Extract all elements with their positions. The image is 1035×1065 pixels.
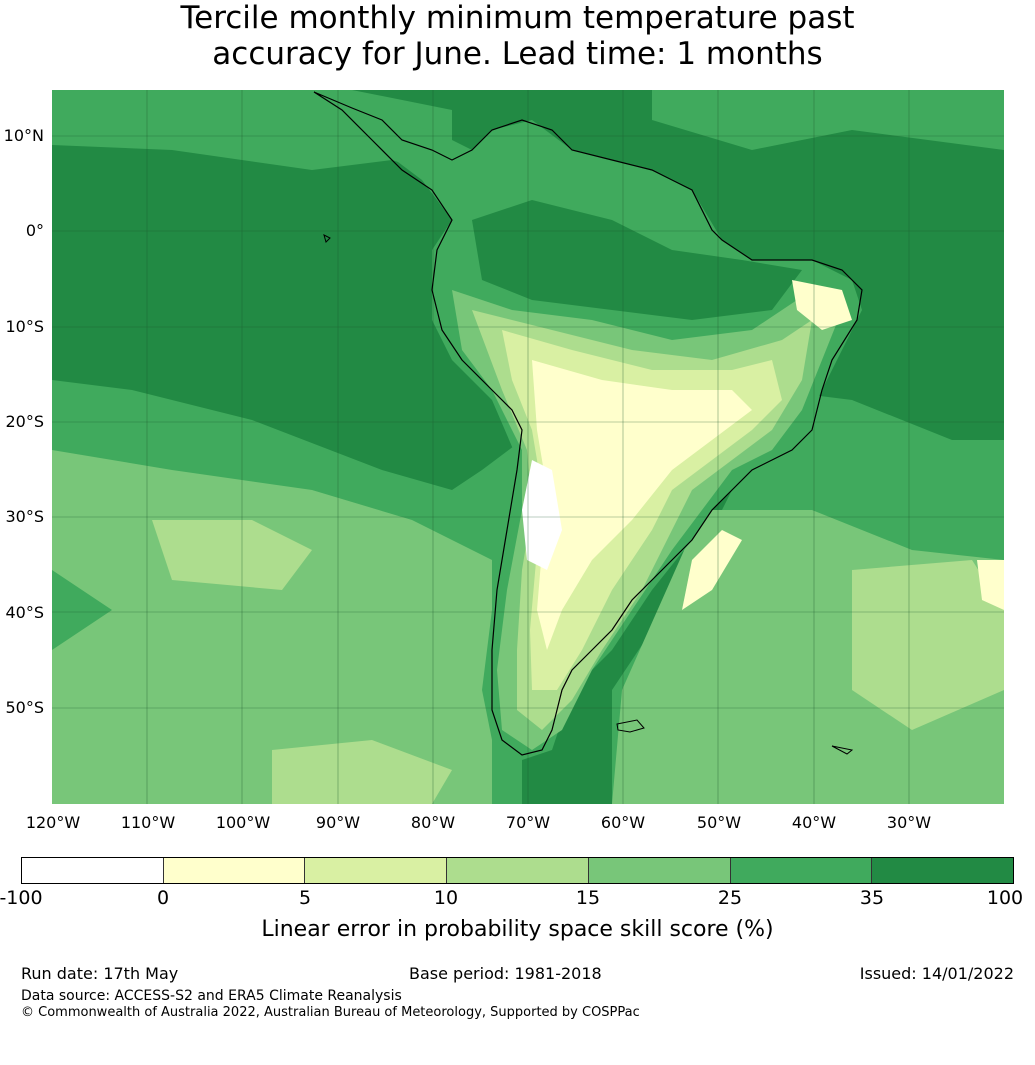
run-date: Run date: 17th May: [21, 964, 179, 983]
chart-title: Tercile monthly minimum temperature past…: [0, 0, 1035, 72]
colorbar-tick-100: 100: [986, 887, 1024, 909]
lat-label-10s: 10°S: [5, 317, 44, 336]
lon-label-120w: 120°W: [25, 813, 81, 832]
southern-patch-10-15: [272, 740, 452, 804]
colorbar-tick-0: 0: [156, 887, 170, 909]
lat-label-10n: 10°N: [3, 126, 44, 145]
gridlines: [52, 90, 1004, 804]
colorbar-tick-35: 35: [859, 887, 885, 909]
lon-label-90w: 90°W: [315, 813, 361, 832]
colorbar-seg-5-10: [305, 858, 448, 883]
base-period: Base period: 1981-2018: [409, 964, 602, 983]
north-atlantic-band: [652, 90, 1004, 150]
lon-label-60w: 60°W: [600, 813, 646, 832]
colorbar-seg-neg: [22, 858, 164, 883]
colorbar: [21, 857, 1014, 884]
colorbar-label: Linear error in probability space skill …: [261, 917, 774, 942]
title-line-1: Tercile monthly minimum temperature past: [180, 0, 855, 36]
pacific-patch-10-15: [152, 520, 312, 590]
lon-label-100w: 100°W: [215, 813, 271, 832]
colorbar-tick-5: 5: [298, 887, 312, 909]
andes-negative-skill: [522, 460, 562, 570]
colorbar-seg-0-5: [163, 858, 306, 883]
atlantic-patch-0-5: [977, 560, 1004, 610]
colorbar-seg-25-35: [730, 858, 873, 883]
lat-label-50s: 50°S: [5, 698, 44, 717]
lon-label-110w: 110°W: [120, 813, 176, 832]
lon-label-70w: 70°W: [505, 813, 551, 832]
title-line-2: accuracy for June. Lead time: 1 months: [212, 36, 823, 72]
colorbar-seg-15-25: [588, 858, 731, 883]
colorbar-tick-15: 15: [575, 887, 601, 909]
atlantic-patch-10-15: [852, 560, 1004, 730]
amazon-high-skill: [472, 200, 802, 320]
lat-label-20s: 20°S: [5, 412, 44, 431]
copyright: © Commonwealth of Australia 2022, Austra…: [21, 1005, 640, 1020]
skill-map: [52, 90, 1004, 804]
lat-label-30s: 30°S: [5, 507, 44, 526]
colorbar-seg-35-100: [872, 858, 1014, 883]
galapagos: [323, 234, 331, 243]
colorbar-seg-10-15: [447, 858, 589, 883]
lat-label-0: 0°: [25, 221, 44, 240]
data-source: Data source: ACCESS-S2 and ERA5 Climate …: [21, 988, 402, 1004]
colorbar-tick-10: 10: [433, 887, 459, 909]
map-svg: [52, 90, 1004, 804]
south-georgia: [831, 745, 854, 755]
issued-date: Issued: 14/01/2022: [859, 964, 1014, 983]
lon-label-80w: 80°W: [410, 813, 456, 832]
brazil-east-patch: [792, 280, 852, 330]
lon-label-40w: 40°W: [791, 813, 837, 832]
continent-band-0-5: [532, 360, 752, 650]
lon-label-50w: 50°W: [696, 813, 742, 832]
falkland-islands: [616, 719, 645, 733]
colorbar-tick-neg100: -100: [0, 887, 43, 909]
uruguay-coast-patch: [682, 530, 742, 610]
lat-label-40s: 40°S: [5, 603, 44, 622]
colorbar-tick-25: 25: [717, 887, 743, 909]
coastline: [313, 91, 863, 756]
lon-label-30w: 30°W: [886, 813, 932, 832]
